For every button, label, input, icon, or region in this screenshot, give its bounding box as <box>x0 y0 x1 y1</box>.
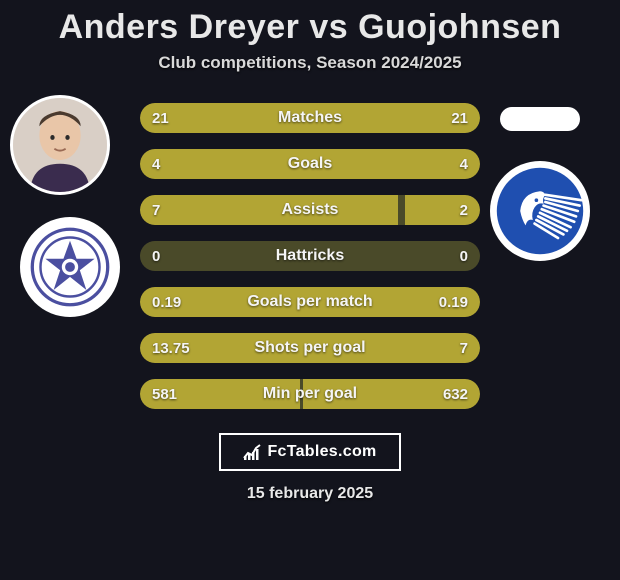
stat-label: Goals <box>140 155 480 173</box>
subtitle: Club competitions, Season 2024/2025 <box>0 53 620 73</box>
stat-row: 00Hattricks <box>140 241 480 271</box>
stat-label: Min per goal <box>140 385 480 403</box>
footer: FcTables.com 15 february 2025 <box>0 433 620 503</box>
stat-row: 72Assists <box>140 195 480 225</box>
page-title: Anders Dreyer vs Guojohnsen <box>0 0 620 47</box>
stat-label: Shots per goal <box>140 339 480 357</box>
stat-label: Goals per match <box>140 293 480 311</box>
stat-label: Assists <box>140 201 480 219</box>
brand-badge[interactable]: FcTables.com <box>219 433 400 471</box>
player-right-club-badge <box>490 161 590 261</box>
player-right-avatar <box>500 107 580 131</box>
person-icon <box>13 98 107 192</box>
player-right-column <box>490 95 610 261</box>
stat-label: Hattricks <box>140 247 480 265</box>
club-crest-icon <box>495 166 585 256</box>
brand-text: FcTables.com <box>267 443 376 461</box>
stat-row: 2121Matches <box>140 103 480 133</box>
stats-list: 2121Matches 44Goals 72Assists 00Hattricks 0.… <box>140 103 480 409</box>
stat-row: 581632Min per goal <box>140 379 480 409</box>
club-crest-icon <box>29 226 111 308</box>
stat-row: 13.757Shots per goal <box>140 333 480 363</box>
comparison-panel: 2121Matches 44Goals 72Assists 00Hattricks 0.… <box>0 103 620 409</box>
player-left-club-badge <box>20 217 120 317</box>
stat-label: Matches <box>140 109 480 127</box>
stat-row: 0.190.19Goals per match <box>140 287 480 317</box>
player-left-avatar <box>10 95 110 195</box>
date-text: 15 february 2025 <box>0 485 620 503</box>
player-left-column <box>10 95 130 317</box>
stat-row: 44Goals <box>140 149 480 179</box>
chart-up-icon <box>243 443 261 461</box>
